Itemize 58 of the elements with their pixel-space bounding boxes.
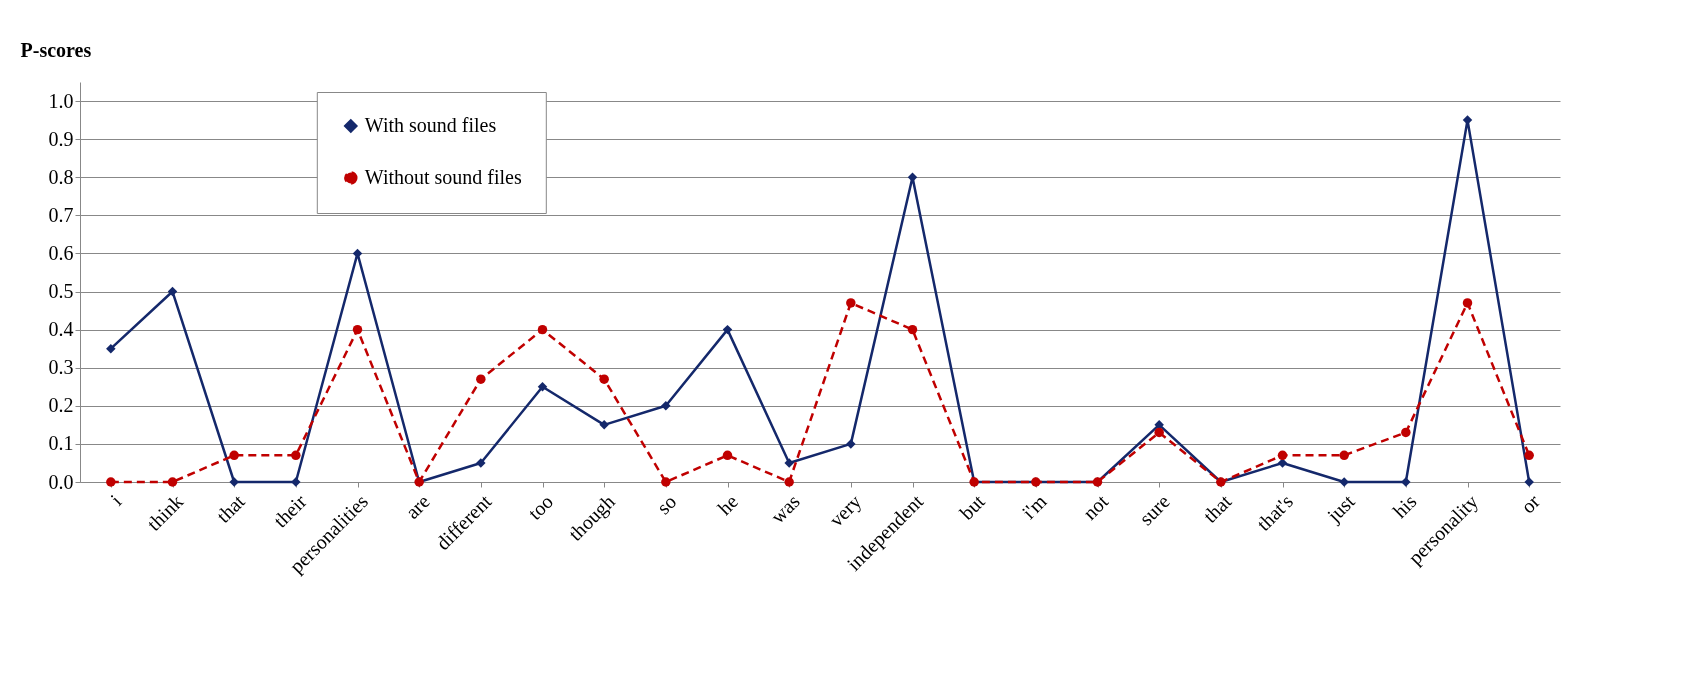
legend-label: Without sound files	[364, 166, 522, 188]
y-tick-label: 0.6	[48, 241, 74, 264]
point	[846, 298, 856, 308]
y-tick-label: 0.4	[48, 318, 74, 341]
point	[599, 420, 609, 430]
point	[229, 450, 239, 461]
legend-label: With sound files	[364, 114, 497, 136]
point	[476, 374, 486, 384]
point	[661, 477, 671, 487]
x-tick-label: i'm	[1017, 489, 1051, 524]
y-tick-label: 1.0	[48, 89, 74, 112]
y-axis-title: P-scores	[20, 38, 92, 61]
point	[722, 324, 733, 335]
point	[907, 172, 918, 182]
x-tick-label: think	[142, 490, 188, 535]
y-tick-label: 0.3	[48, 356, 74, 379]
y-tick-label: 0.0	[48, 470, 74, 493]
point	[907, 324, 918, 335]
x-tick-label: that	[212, 489, 250, 527]
point	[537, 324, 548, 335]
x-tick-label: or	[1516, 489, 1545, 518]
x-tick-label: that's	[1252, 489, 1298, 535]
point	[106, 477, 116, 487]
point	[722, 450, 733, 461]
point	[1524, 450, 1534, 461]
x-tick-label: too	[523, 490, 558, 524]
point	[167, 477, 178, 487]
x-tick-label: that	[1198, 489, 1236, 527]
x-tick-label: he	[713, 490, 743, 519]
point	[167, 286, 178, 297]
point	[106, 343, 116, 354]
point	[846, 439, 856, 449]
y-tick-label: 0.1	[48, 432, 74, 455]
point	[1154, 427, 1164, 438]
point	[784, 477, 794, 487]
y-tick-label: 0.9	[48, 127, 74, 150]
point	[1462, 298, 1473, 308]
x-tick-label: i	[105, 489, 126, 510]
x-tick-label: so	[652, 490, 681, 519]
x-tick-label: are	[400, 490, 434, 523]
x-tick-label: not	[1078, 489, 1113, 524]
y-tick-label: 0.2	[48, 394, 74, 417]
point	[537, 382, 548, 392]
point	[291, 450, 301, 461]
point	[661, 401, 671, 411]
x-tick-label: just	[1322, 489, 1360, 528]
y-tick-label: 0.5	[48, 280, 74, 303]
point	[1339, 450, 1349, 461]
point	[1401, 427, 1411, 438]
point	[1462, 115, 1473, 125]
point	[352, 324, 363, 335]
x-tick-label: was	[766, 489, 804, 528]
x-tick-label: sure	[1134, 490, 1174, 530]
y-tick-label: 0.8	[48, 165, 74, 188]
point	[1277, 450, 1288, 461]
y-tick-label: 0.7	[48, 203, 74, 226]
point	[599, 374, 609, 384]
x-tick-label: but	[955, 489, 990, 524]
